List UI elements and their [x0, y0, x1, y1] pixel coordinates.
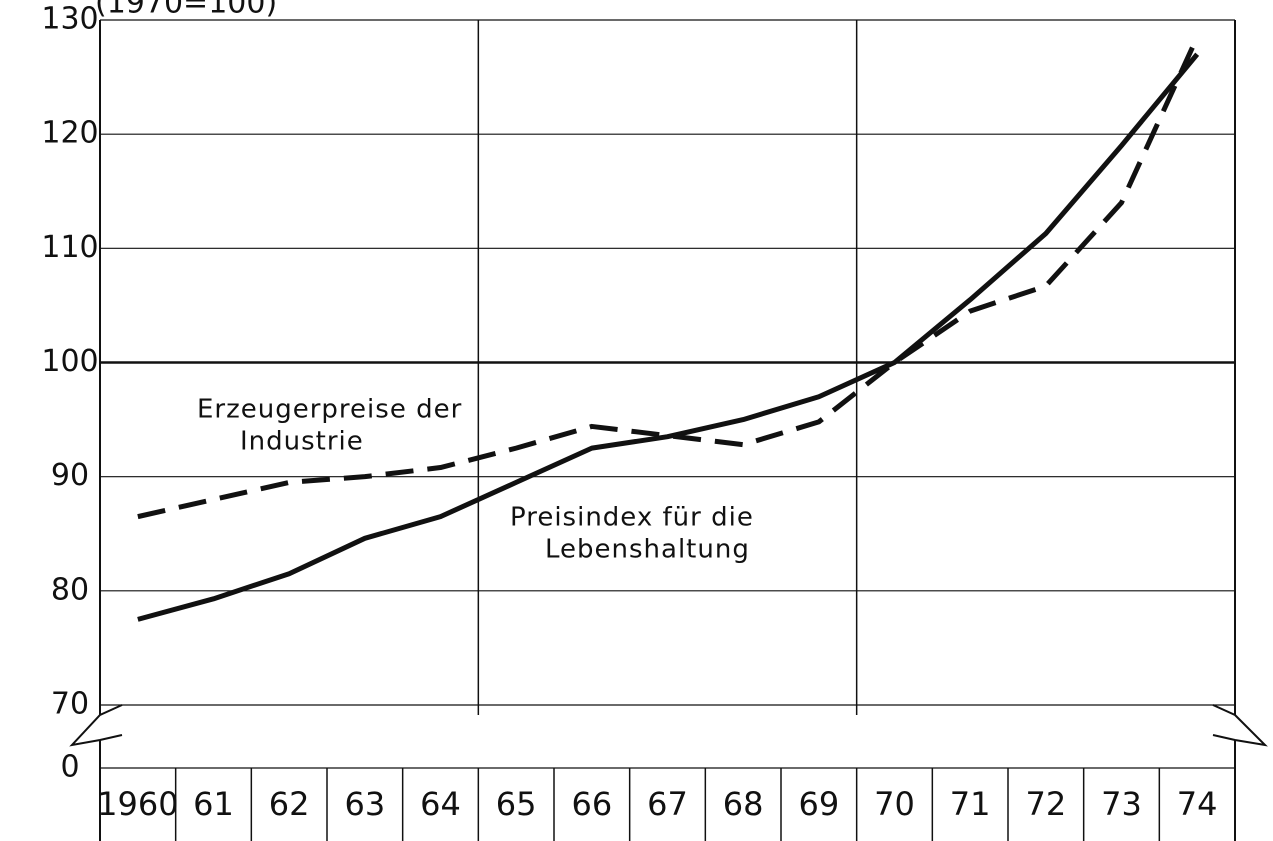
y-tick-label: 0	[60, 750, 79, 785]
y-tick-label: 100	[41, 344, 98, 379]
x-tick-label: 73	[1101, 785, 1142, 823]
x-tick-label: 62	[269, 785, 310, 823]
line-label: Lebenshaltung	[545, 535, 750, 565]
x-tick-label: 70	[874, 785, 915, 823]
x-tick-label: 72	[1025, 785, 1066, 823]
x-tick-label: 67	[647, 785, 688, 823]
x-tick-label: 61	[193, 785, 234, 823]
y-tick-label: 120	[41, 116, 98, 151]
x-tick-label: 64	[420, 785, 461, 823]
y-axis-label: (1970=100)	[95, 0, 277, 21]
y-tick-label: 70	[51, 687, 89, 722]
line	[137, 52, 1200, 622]
y-tick-label: 110	[41, 230, 98, 265]
x-tick-label: 66	[571, 785, 612, 823]
line-label: Erzeugerpreise der	[197, 395, 462, 425]
line-label: Industrie	[240, 427, 364, 457]
line-label: Preisindex für die	[510, 503, 754, 533]
x-tick-label: 63	[344, 785, 385, 823]
line	[137, 36, 1200, 520]
x-tick-label: 65	[496, 785, 537, 823]
axis-break	[69, 704, 123, 747]
y-tick-label: 80	[51, 572, 89, 607]
x-tick-label: 71	[950, 785, 991, 823]
y-tick-label: 90	[51, 458, 89, 493]
axis-break	[1212, 704, 1268, 747]
y-tick-label: 130	[41, 2, 98, 37]
x-tick-label: 74	[1177, 785, 1218, 823]
x-tick-label: 69	[798, 785, 839, 823]
x-tick-label: 68	[723, 785, 764, 823]
x-tick-label: 1960	[97, 785, 178, 823]
